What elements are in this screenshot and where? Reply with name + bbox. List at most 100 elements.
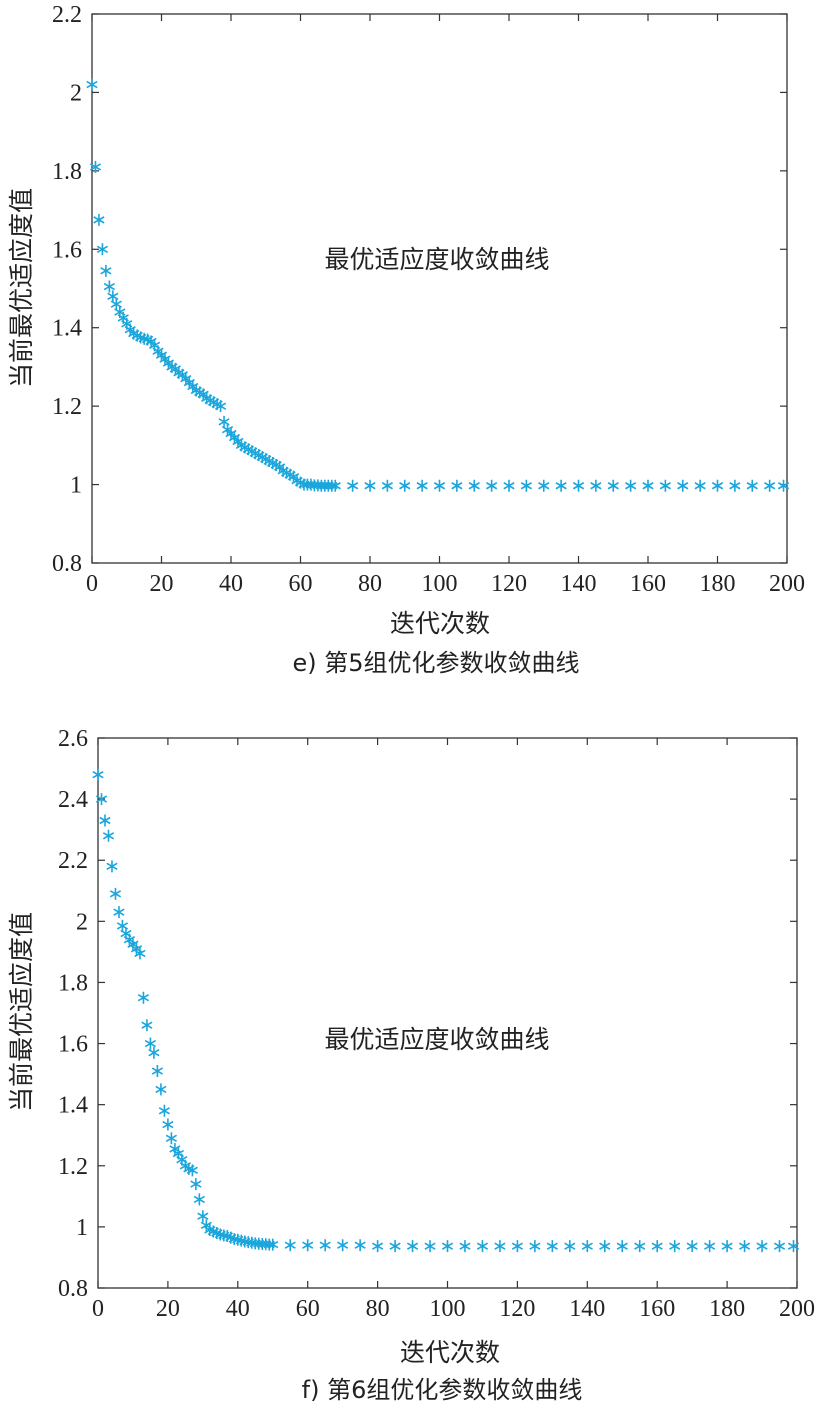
chart-f-data-point	[686, 1240, 698, 1253]
chart-f-annotation: 最优适应度收敛曲线	[324, 1025, 549, 1054]
chart-f-data-point	[581, 1240, 593, 1253]
chart-f-y-tick-label: 2.6	[58, 726, 88, 752]
chart-e-y-tick-label: 1.4	[52, 316, 82, 342]
chart-e-data-point	[468, 479, 480, 492]
chart-f-data-point	[137, 991, 150, 1004]
chart-f-x-tick-label: 160	[639, 1296, 675, 1322]
chart-f-data-point	[651, 1240, 663, 1253]
chart-f-data-point	[476, 1240, 489, 1253]
chart-f-data-point	[319, 1239, 331, 1252]
chart-e-data-point	[555, 479, 567, 492]
chart-e-ticks	[91, 13, 788, 564]
chart-f-data-point	[190, 1178, 202, 1191]
chart-f-data-point	[389, 1240, 401, 1253]
chart-f-data-point	[165, 1132, 177, 1145]
chart-f-y-tick-label: 2.2	[58, 848, 88, 874]
chart-f-data-point	[738, 1240, 751, 1253]
chart-e-y-tick-label: 1.2	[52, 394, 82, 420]
chart-f-data-point	[494, 1240, 506, 1253]
chart-e-y-axis-label: 当前最优适应度值	[7, 188, 36, 388]
chart-f-data-point	[302, 1239, 314, 1252]
chart-e-annotation: 最优适应度收敛曲线	[324, 245, 549, 274]
chart-e: 0 20 40 60 80 100 120 140 160 180 200 0.8 1 1.2 1.4 1.6…	[7, 2, 805, 677]
chart-f-markers	[92, 768, 800, 1253]
chart-f-data-point	[406, 1240, 419, 1253]
chart-e-x-tick-label: 140	[561, 571, 597, 597]
chart-e-x-tick-label: 120	[491, 571, 527, 597]
chart-e-data-point	[625, 479, 637, 492]
chart-f-data-point	[186, 1164, 198, 1177]
chart-e-y-tick-label: 2.2	[52, 2, 82, 28]
chart-f-data-point	[564, 1240, 576, 1253]
chart-f-data-point	[773, 1240, 786, 1253]
chart-f-data-point	[459, 1240, 471, 1253]
chart-f-data-point	[193, 1193, 205, 1206]
chart-e-data-point	[729, 479, 741, 492]
chart-f-data-point	[441, 1240, 454, 1253]
chart-e-data-point	[89, 160, 102, 173]
chart-e-data-point	[96, 243, 109, 256]
chart-e-y-tick-label: 1.8	[52, 159, 82, 185]
chart-f-data-point	[158, 1104, 171, 1117]
chart-e-x-tick-label: 80	[358, 571, 382, 597]
chart-f-tick-labels: 0 20 40 60 80 100 120 140 160 180 200 0.8 1 1.2 1.4 1.6…	[58, 726, 815, 1322]
chart-f-data-point	[148, 1046, 160, 1059]
chart-f-x-tick-label: 180	[709, 1296, 745, 1322]
chart-e-data-point	[538, 479, 550, 492]
chart-e-y-tick-label: 2	[70, 80, 82, 106]
chart-e-x-tick-label: 40	[219, 571, 243, 597]
chart-e-data-point	[93, 213, 105, 226]
chart-e-y-tick-label: 0.8	[52, 551, 82, 577]
chart-e-data-point	[520, 479, 532, 492]
chart-f-data-point	[354, 1239, 366, 1252]
chart-f-data-point	[721, 1240, 733, 1253]
chart-f-data-point	[511, 1240, 523, 1253]
chart-f-data-point	[267, 1238, 279, 1251]
chart-e-data-point	[329, 479, 341, 492]
chart-f-x-tick-label: 80	[366, 1296, 390, 1322]
chart-f-ticks	[97, 737, 798, 1289]
chart-f-data-point	[155, 1083, 167, 1096]
chart-e-data-point	[642, 479, 654, 492]
chart-e-data-point	[100, 264, 112, 277]
chart-f-x-tick-label: 120	[499, 1296, 535, 1322]
chart-e-data-point	[347, 479, 359, 492]
chart-e-data-point	[503, 479, 515, 492]
chart-f-data-point	[151, 1065, 164, 1078]
chart-e-data-point	[433, 479, 446, 492]
chart-e-x-tick-label: 200	[769, 571, 805, 597]
chart-f-data-point	[546, 1240, 558, 1253]
chart-f-y-axis-label: 当前最优适应度值	[7, 912, 36, 1112]
chart-f-data-point	[113, 906, 125, 919]
chart-f-data-point	[787, 1240, 800, 1253]
chart-f-y-tick-label: 2.4	[58, 787, 88, 813]
chart-e-data-point	[777, 479, 790, 492]
chart-e-data-point	[607, 479, 619, 492]
chart-e-data-point	[214, 400, 227, 413]
chart-e-data-point	[572, 479, 585, 492]
chart-e-x-tick-label: 180	[700, 571, 736, 597]
chart-f-data-point	[162, 1118, 174, 1131]
chart-e-y-tick-label: 1	[70, 473, 82, 499]
chart-e-data-point	[381, 479, 393, 492]
chart-f-data-point	[529, 1240, 541, 1253]
chart-e-data-point	[416, 479, 428, 492]
chart-e-y-tick-label: 1.6	[52, 237, 82, 263]
chart-e-data-point	[746, 479, 758, 492]
chart-e-caption: e) 第5组优化参数收敛曲线	[292, 649, 579, 677]
chart-e-data-point	[694, 479, 706, 492]
chart-e-data-point	[364, 479, 376, 492]
chart-e-x-tick-label: 160	[630, 571, 666, 597]
chart-e-tick-labels: 0 20 40 60 80 100 120 140 160 180 200 0.8 1 1.2 1.4 1.6…	[52, 2, 805, 597]
chart-e-data-point	[103, 280, 115, 293]
chart-f-data-point	[756, 1240, 768, 1253]
chart-f-data-point	[106, 860, 118, 873]
chart-f-data-point	[634, 1240, 646, 1253]
chart-e-data-point	[590, 479, 602, 492]
chart-f-y-tick-label: 2	[76, 909, 88, 935]
chart-f-x-axis-label: 迭代次数	[400, 1338, 500, 1367]
chart-f-y-tick-label: 1.4	[58, 1093, 88, 1119]
chart-f-data-point	[372, 1240, 384, 1253]
chart-e-data-point	[659, 479, 671, 492]
chart-e-x-axis-label: 迭代次数	[390, 609, 490, 638]
